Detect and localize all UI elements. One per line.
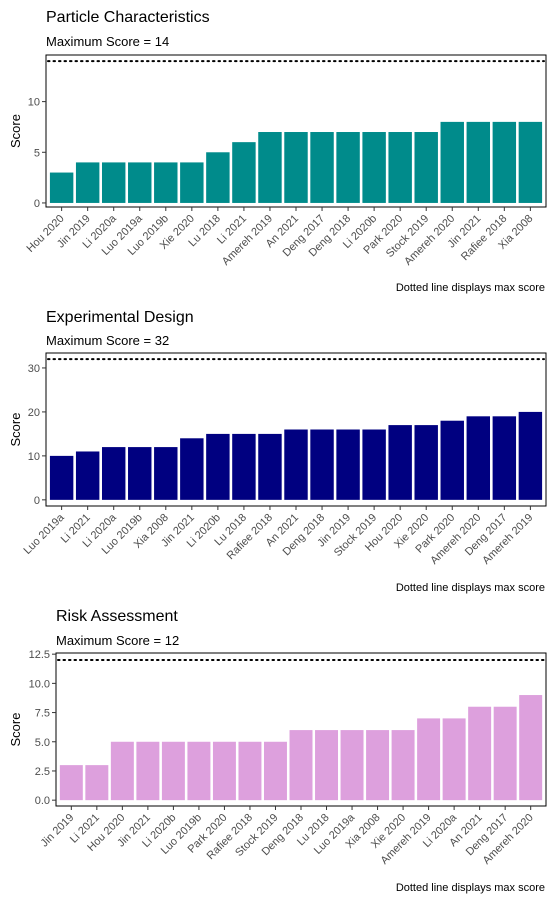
bar <box>154 447 178 500</box>
bar <box>414 132 438 203</box>
bar <box>101 162 126 203</box>
y-tick-label: 10 <box>28 451 40 463</box>
y-tick-label: 0.0 <box>35 795 50 807</box>
bar <box>315 730 339 801</box>
bar <box>417 718 441 801</box>
bar <box>336 429 360 500</box>
bar <box>362 429 386 500</box>
chart-panel-2: Experimental Design Maximum Score = 32 0 10… <box>8 309 547 594</box>
bar <box>391 730 415 801</box>
bar <box>440 420 464 500</box>
y-axis-label: Score <box>8 413 23 447</box>
chart-caption: Dotted line displays max score <box>396 882 545 894</box>
bar <box>154 162 178 203</box>
bar <box>414 425 438 500</box>
chart-panel-3: Risk Assessment Maximum Score = 12 0.0 2.5 5… <box>8 608 547 894</box>
bar <box>161 741 185 801</box>
bar <box>310 132 334 203</box>
chart-subtitle: Maximum Score = 32 <box>46 333 169 348</box>
bar <box>336 132 360 203</box>
chart-title: Particle Characteristics <box>46 9 210 26</box>
bar <box>187 741 211 801</box>
y-tick-label: 10 <box>28 97 40 109</box>
y-tick-label: 2.5 <box>35 766 50 778</box>
bar <box>49 455 74 500</box>
bar <box>468 706 492 801</box>
y-tick-label: 7.5 <box>35 708 50 720</box>
bar <box>232 433 256 500</box>
bar <box>492 121 517 203</box>
bar <box>59 765 83 801</box>
y-tick-label: 30 <box>28 363 40 375</box>
bar <box>362 132 386 203</box>
bar <box>128 447 152 500</box>
bar <box>466 416 491 500</box>
bar <box>340 730 364 801</box>
bar <box>75 162 100 203</box>
bar <box>388 425 412 500</box>
x-tick-label: Jin 2019 <box>39 812 77 850</box>
y-tick-label: 0 <box>34 198 40 210</box>
chart-caption: Dotted line displays max score <box>396 582 545 594</box>
bar <box>263 741 287 801</box>
y-tick-label: 5 <box>34 147 40 159</box>
bar <box>289 730 313 801</box>
y-tick-label: 0 <box>34 495 40 507</box>
y-tick-label: 10.0 <box>29 678 50 690</box>
bar <box>310 429 334 500</box>
bar <box>101 447 126 500</box>
bar <box>388 132 412 203</box>
bar <box>284 429 308 500</box>
y-tick-label: 12.5 <box>29 649 50 661</box>
bar <box>206 433 230 500</box>
bar <box>128 162 152 203</box>
bar <box>136 741 160 801</box>
bar <box>180 438 204 500</box>
bar <box>258 132 282 203</box>
bar <box>518 411 543 500</box>
y-axis-label: Score <box>8 713 23 747</box>
chart-subtitle: Maximum Score = 12 <box>56 633 179 648</box>
chart-panel-1: Particle Characteristics Maximum Score = … <box>8 9 547 294</box>
bar <box>85 765 109 801</box>
bar <box>238 741 262 801</box>
bar <box>466 121 491 203</box>
bar <box>519 695 543 801</box>
chart-title: Experimental Design <box>46 309 194 326</box>
bar <box>206 152 230 203</box>
bar <box>440 121 464 203</box>
bar <box>75 451 100 500</box>
y-axis-label: Score <box>8 114 23 148</box>
y-tick-label: 5.0 <box>35 737 50 749</box>
bar <box>110 741 134 801</box>
bar <box>493 706 517 801</box>
bar <box>232 142 256 203</box>
bar <box>442 718 466 801</box>
bar <box>258 433 282 500</box>
y-tick-label: 20 <box>28 407 40 419</box>
bar <box>518 121 543 203</box>
chart-caption: Dotted line displays max score <box>396 282 545 294</box>
chart-subtitle: Maximum Score = 14 <box>46 34 169 49</box>
bar <box>366 730 390 801</box>
chart-title: Risk Assessment <box>56 608 178 625</box>
bar <box>284 132 308 203</box>
bar <box>212 741 236 801</box>
bar <box>492 416 517 500</box>
bar <box>49 172 74 203</box>
bar <box>180 162 204 203</box>
x-tick-label: Luo 2019a <box>21 511 67 557</box>
